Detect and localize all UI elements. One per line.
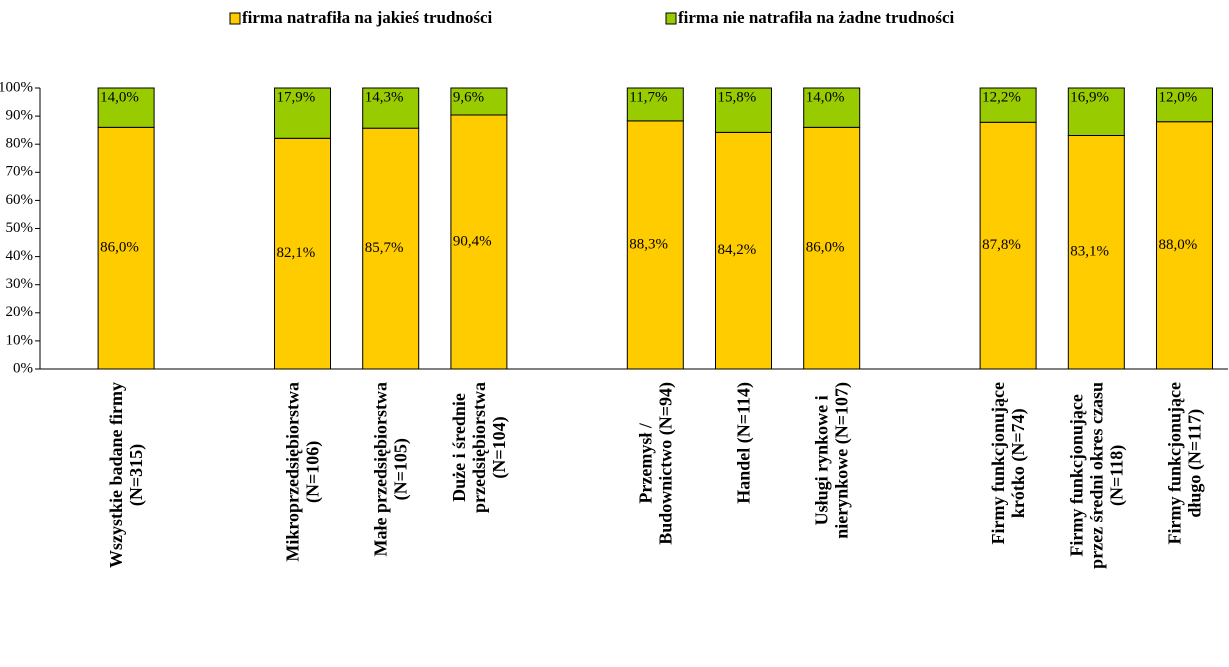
x-tick-text: Wszystkie badane firmy (N=315) <box>106 382 147 568</box>
x-tick-label: Usługi rynkowe i nierynkowe (N=107) <box>812 382 852 667</box>
y-tick-label: 20% <box>6 304 34 320</box>
value-label: 85,7% <box>365 240 404 256</box>
value-label: 9,6% <box>453 89 484 105</box>
value-label: 12,2% <box>982 89 1021 105</box>
bar-segment <box>97 87 155 128</box>
y-tick-label: 80% <box>6 136 34 152</box>
x-tick-label: Mikroprzedsiębiorstwa (N=106) <box>283 382 323 667</box>
legend-swatch <box>229 12 241 25</box>
value-label: 86,0% <box>100 240 139 256</box>
value-label: 14,0% <box>806 89 845 105</box>
x-tick-text: Handel (N=114) <box>733 382 754 504</box>
value-label: 82,1% <box>277 245 316 261</box>
y-tick-label: 90% <box>6 108 34 124</box>
y-tick-label: 10% <box>6 332 34 348</box>
x-tick-label: Wszystkie badane firmy (N=315) <box>106 382 146 667</box>
legend-swatch <box>665 12 677 25</box>
y-tick-label: 70% <box>6 164 34 180</box>
value-label: 88,3% <box>629 236 668 252</box>
bar-segment <box>979 121 1037 370</box>
bar-segment <box>715 87 772 133</box>
value-label: 88,0% <box>1159 237 1198 253</box>
bar-segment <box>1067 134 1125 370</box>
bar-segment <box>362 127 420 370</box>
value-label: 12,0% <box>1159 89 1198 105</box>
bar-segment <box>274 137 331 370</box>
legend-label: firma natrafiła na jakieś trudności <box>242 8 493 27</box>
value-label: 84,2% <box>718 242 757 258</box>
bar-segment <box>1067 87 1125 136</box>
value-label: 90,4% <box>453 233 492 249</box>
x-tick-text: Duże i średnie przedsiębiorstwa (N=104) <box>448 382 509 513</box>
value-label: 15,8% <box>718 89 757 105</box>
x-tick-label: Handel (N=114) <box>734 382 754 667</box>
bar-segment <box>362 87 420 129</box>
y-tick-label: 60% <box>6 192 34 208</box>
x-tick-text: Usługi rynkowe i nierynkowe (N=107) <box>811 382 852 539</box>
x-tick-label: Firmy funkcjonujące przez średni okres c… <box>1066 382 1126 667</box>
x-tick-text: Firmy funkcjonujące krótko (N=74) <box>988 382 1029 545</box>
bar-segment <box>626 87 684 122</box>
value-label: 16,9% <box>1070 89 1109 105</box>
y-tick-label: 30% <box>6 276 34 292</box>
y-tick-label: 50% <box>6 220 34 236</box>
value-label: 14,0% <box>100 89 139 105</box>
bar-segment <box>979 87 1037 123</box>
value-label: 86,0% <box>806 240 845 256</box>
bar-segment <box>274 87 331 139</box>
bar-segment <box>626 120 684 370</box>
y-tick-label: 100% <box>0 79 33 95</box>
y-tick-label: 0% <box>13 360 33 376</box>
legend-label: firma nie natrafiła na żadne trudności <box>678 8 955 27</box>
x-tick-text: Firmy funkcjonujące długo (N=117) <box>1164 382 1205 545</box>
bar-segment <box>450 114 508 370</box>
x-tick-label: Małe przedsiębiorstwa (N=105) <box>371 382 411 667</box>
x-tick-text: Mikroprzedsiębiorstwa (N=106) <box>282 382 323 562</box>
value-label: 14,3% <box>365 89 404 105</box>
x-tick-label: Firmy funkcjonujące długo (N=117) <box>1165 382 1205 667</box>
x-tick-label: Przemysł / Budownictwo (N=94) <box>635 382 675 667</box>
bar-segment <box>97 126 155 370</box>
x-tick-text: Małe przedsiębiorstwa (N=105) <box>370 382 411 557</box>
value-label: 83,1% <box>1070 244 1109 260</box>
x-tick-text: Firmy funkcjonujące przez średni okres c… <box>1066 382 1127 569</box>
bar-segment <box>803 126 861 370</box>
value-label: 17,9% <box>277 89 316 105</box>
x-tick-label: Duże i średnie przedsiębiorstwa (N=104) <box>449 382 509 667</box>
x-tick-text: Przemysł / Budownictwo (N=94) <box>635 382 676 545</box>
x-tick-label: Firmy funkcjonujące krótko (N=74) <box>988 382 1028 667</box>
value-label: 11,7% <box>629 89 667 105</box>
bar-segment <box>1156 87 1213 123</box>
bar-segment <box>450 87 508 116</box>
y-tick-label: 40% <box>6 248 34 264</box>
bar-segment <box>803 87 861 128</box>
value-label: 87,8% <box>982 237 1021 253</box>
